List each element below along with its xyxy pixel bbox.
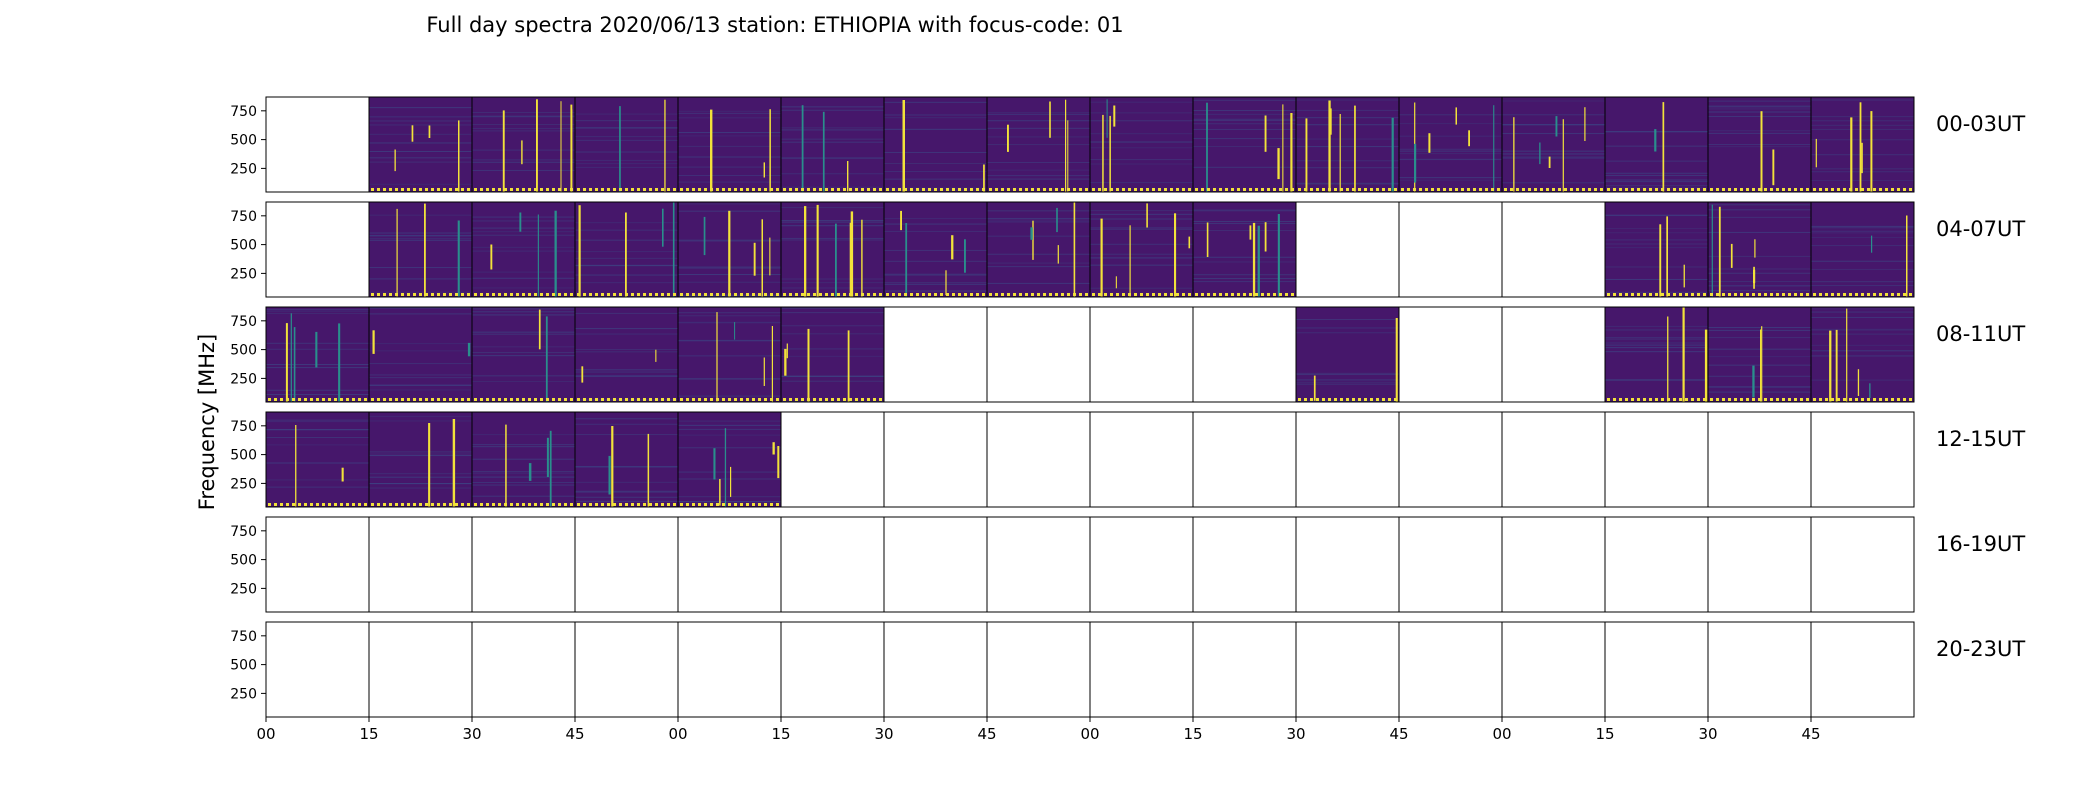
row-frame xyxy=(265,96,1915,193)
spectra-row: 750 500 250 16-19UT xyxy=(230,516,2025,613)
y-tick-label: 750 xyxy=(230,104,257,120)
spectrogram-panel xyxy=(1296,97,1399,192)
y-axis-label: Frequency [MHz] xyxy=(195,334,219,510)
spectrogram-panel xyxy=(781,202,884,297)
spectrogram-panel xyxy=(472,202,575,297)
spectrogram-panel xyxy=(1708,307,1811,402)
spectrogram-panel xyxy=(1090,97,1193,192)
spectrogram-panel xyxy=(1708,202,1811,297)
panel-grid: 750 500 250 00-03UT 750 500 250 04-07UT 750 500 25… xyxy=(230,96,2025,718)
spectrogram-panel xyxy=(369,412,472,507)
y-tick-label: 750 xyxy=(230,209,257,225)
y-tick-label: 500 xyxy=(230,133,257,149)
x-tick-label: 15 xyxy=(771,725,790,743)
x-tick-label: 30 xyxy=(1698,725,1717,743)
y-tick-label: 250 xyxy=(230,161,257,177)
x-tick-label: 45 xyxy=(565,725,584,743)
spectrogram-panel xyxy=(369,307,472,402)
y-tick-label: 750 xyxy=(230,419,257,435)
x-tick-label: 15 xyxy=(359,725,378,743)
x-tick-label: 30 xyxy=(1286,725,1305,743)
y-tick-label: 500 xyxy=(230,658,257,674)
spectrogram-panel xyxy=(1605,97,1708,192)
y-tick-label: 250 xyxy=(230,266,257,282)
spectrogram-panel xyxy=(575,307,678,402)
spectra-row: 750 500 250 08-11UT xyxy=(230,306,2025,403)
spectrogram-panel xyxy=(472,307,575,402)
y-tick-label: 750 xyxy=(230,524,257,540)
x-tick-label: 15 xyxy=(1183,725,1202,743)
spectrogram-panel xyxy=(1708,97,1811,192)
row-time-label: 08-11UT xyxy=(1936,322,2025,346)
spectrogram-panel xyxy=(884,202,987,297)
spectra-row: 750 500 250 12-15UT xyxy=(230,411,2025,508)
spectrogram-panel xyxy=(575,412,678,507)
x-axis-ticks: 00 15 30 45 00 15 30 45 00 15 30 45 00 15 30 45 xyxy=(256,717,1821,743)
x-tick-label: 00 xyxy=(1492,725,1511,743)
y-tick-label: 750 xyxy=(230,314,257,330)
spectrogram-panel xyxy=(1811,202,1914,297)
spectrogram-panel xyxy=(266,307,369,402)
x-tick-label: 00 xyxy=(1080,725,1099,743)
spectrogram-panel xyxy=(987,202,1090,297)
spectrogram-panel xyxy=(781,97,884,192)
spectrogram-panel xyxy=(575,97,678,192)
y-tick-label: 500 xyxy=(230,238,257,254)
x-tick-label: 00 xyxy=(668,725,687,743)
spectrogram-panel xyxy=(1605,307,1708,402)
row-time-label: 20-23UT xyxy=(1936,637,2025,661)
x-tick-label: 45 xyxy=(1389,725,1408,743)
x-tick-label: 15 xyxy=(1595,725,1614,743)
spectrogram-panel xyxy=(1090,202,1193,297)
x-tick-label: 45 xyxy=(977,725,996,743)
row-time-label: 16-19UT xyxy=(1936,532,2025,556)
spectrogram-panel xyxy=(1399,97,1502,192)
spectrogram-panel xyxy=(369,202,472,297)
row-time-label: 04-07UT xyxy=(1936,217,2025,241)
row-time-label: 00-03UT xyxy=(1936,112,2025,136)
y-tick-label: 250 xyxy=(230,686,257,702)
spectrogram-panel xyxy=(1502,97,1605,192)
y-tick-label: 250 xyxy=(230,476,257,492)
spectrogram-panel xyxy=(1193,202,1296,297)
spectrogram-panel xyxy=(884,97,987,192)
y-tick-label: 250 xyxy=(230,581,257,597)
spectra-row: 750 500 250 00-03UT xyxy=(230,96,2025,193)
row-frame xyxy=(265,516,1915,613)
spectrogram-panel xyxy=(472,412,575,507)
row-time-label: 12-15UT xyxy=(1936,427,2025,451)
spectrogram-panel xyxy=(678,307,781,402)
spectrogram-panel xyxy=(266,412,369,507)
spectrogram-panel xyxy=(987,97,1090,192)
spectra-row: 750 500 250 20-23UT xyxy=(230,621,2025,718)
spectrogram-panel xyxy=(781,307,884,402)
y-tick-label: 500 xyxy=(230,448,257,464)
spectrogram-panel xyxy=(1605,202,1708,297)
row-frame xyxy=(265,201,1915,298)
spectrogram-panel xyxy=(1811,97,1914,192)
x-tick-label: 30 xyxy=(874,725,893,743)
y-tick-label: 750 xyxy=(230,629,257,645)
spectrogram-panel xyxy=(678,412,781,507)
x-tick-label: 45 xyxy=(1801,725,1820,743)
spectrogram-panel xyxy=(575,202,678,297)
row-frame xyxy=(265,306,1915,403)
spectrogram-panel xyxy=(1811,307,1914,402)
row-frame xyxy=(265,411,1915,508)
spectrogram-panel xyxy=(472,97,575,192)
spectrogram-panel xyxy=(1296,307,1399,402)
spectrogram-panel xyxy=(678,202,781,297)
spectrogram-panel xyxy=(678,97,781,192)
y-tick-label: 500 xyxy=(230,343,257,359)
spectrogram-panel xyxy=(369,97,472,192)
spectrogram-panel xyxy=(1193,97,1296,192)
y-tick-label: 500 xyxy=(230,553,257,569)
chart-title: Full day spectra 2020/06/13 station: ETH… xyxy=(426,13,1123,37)
x-tick-label: 30 xyxy=(462,725,481,743)
spectra-row: 750 500 250 04-07UT xyxy=(230,201,2025,298)
x-tick-label: 00 xyxy=(256,725,275,743)
y-tick-label: 250 xyxy=(230,371,257,387)
